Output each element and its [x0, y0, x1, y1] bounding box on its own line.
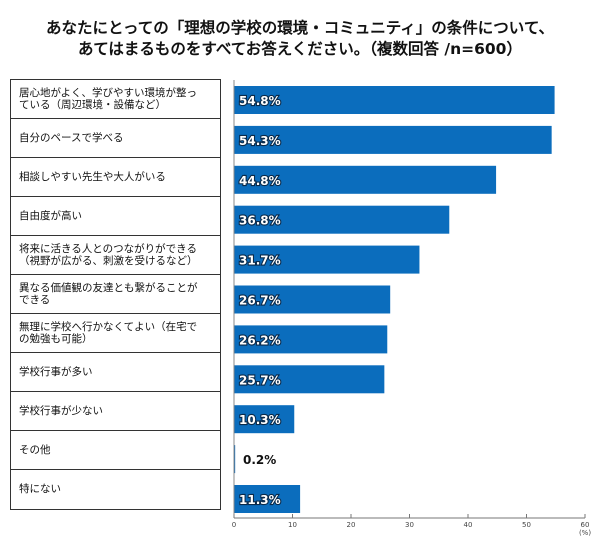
- data-label: 54.8%: [239, 94, 281, 108]
- category-label: 居心地がよく、学びやすい環境が整っ ている（周辺環境・設備など）: [11, 80, 220, 119]
- bar: [234, 325, 388, 354]
- data-label: 26.2%: [239, 333, 281, 347]
- bar: [234, 165, 497, 194]
- bar: [234, 86, 555, 114]
- category-label: 自由度が高い: [11, 197, 220, 236]
- category-label: 将来に活きる人とのつながりができる （視野が広がる、刺激を受けるなど）: [11, 236, 220, 275]
- category-label: 学校行事が少ない: [11, 392, 220, 431]
- bar: [234, 445, 236, 474]
- x-tick-label: 50: [522, 521, 531, 529]
- bar: [234, 285, 391, 314]
- data-label: 26.7%: [239, 294, 281, 308]
- chart-title: あなたにとっての「理想の学校の環境・コミュニティ」の条件について、 あてはまるも…: [45, 19, 555, 58]
- category-label: 学校行事が多い: [11, 353, 220, 392]
- category-label: 特にない: [19, 483, 61, 496]
- category-label: 異なる価値観の友達とも繋がることが できる: [11, 275, 220, 314]
- data-label: 31.7%: [239, 254, 281, 268]
- bar: [234, 205, 450, 234]
- data-label: 36.8%: [239, 214, 281, 228]
- category-label: 相談しやすい先生や大人がいる: [11, 158, 220, 197]
- category-label-table: 居心地がよく、学びやすい環境が整っ ている（周辺環境・設備など） 自分のペースで学…: [10, 79, 221, 510]
- bar: [234, 405, 295, 434]
- data-label: 0.2%: [243, 453, 276, 467]
- x-tick-label: 60: [581, 521, 590, 529]
- bar: [234, 245, 420, 274]
- bar: [234, 365, 385, 394]
- data-label: 44.8%: [239, 174, 281, 188]
- x-unit-label: (%): [579, 529, 591, 537]
- x-tick-label: 30: [405, 521, 414, 529]
- x-tick-label: 10: [288, 521, 297, 529]
- x-tick-label: 0: [232, 521, 236, 529]
- data-label: 10.3%: [239, 413, 281, 427]
- bar: [234, 125, 552, 154]
- category-label: 自分のペースで学べる: [11, 119, 220, 158]
- data-label: 11.3%: [239, 493, 281, 507]
- category-label: その他: [11, 431, 220, 470]
- bar: [234, 485, 301, 513]
- x-tick-label: 20: [347, 521, 356, 529]
- data-label: 54.3%: [239, 134, 281, 148]
- x-tick-label: 40: [464, 521, 473, 529]
- category-label: 無理に学校へ行かなくてよい（在宅で の勉強も可能）: [11, 314, 220, 353]
- data-label: 25.7%: [239, 373, 281, 387]
